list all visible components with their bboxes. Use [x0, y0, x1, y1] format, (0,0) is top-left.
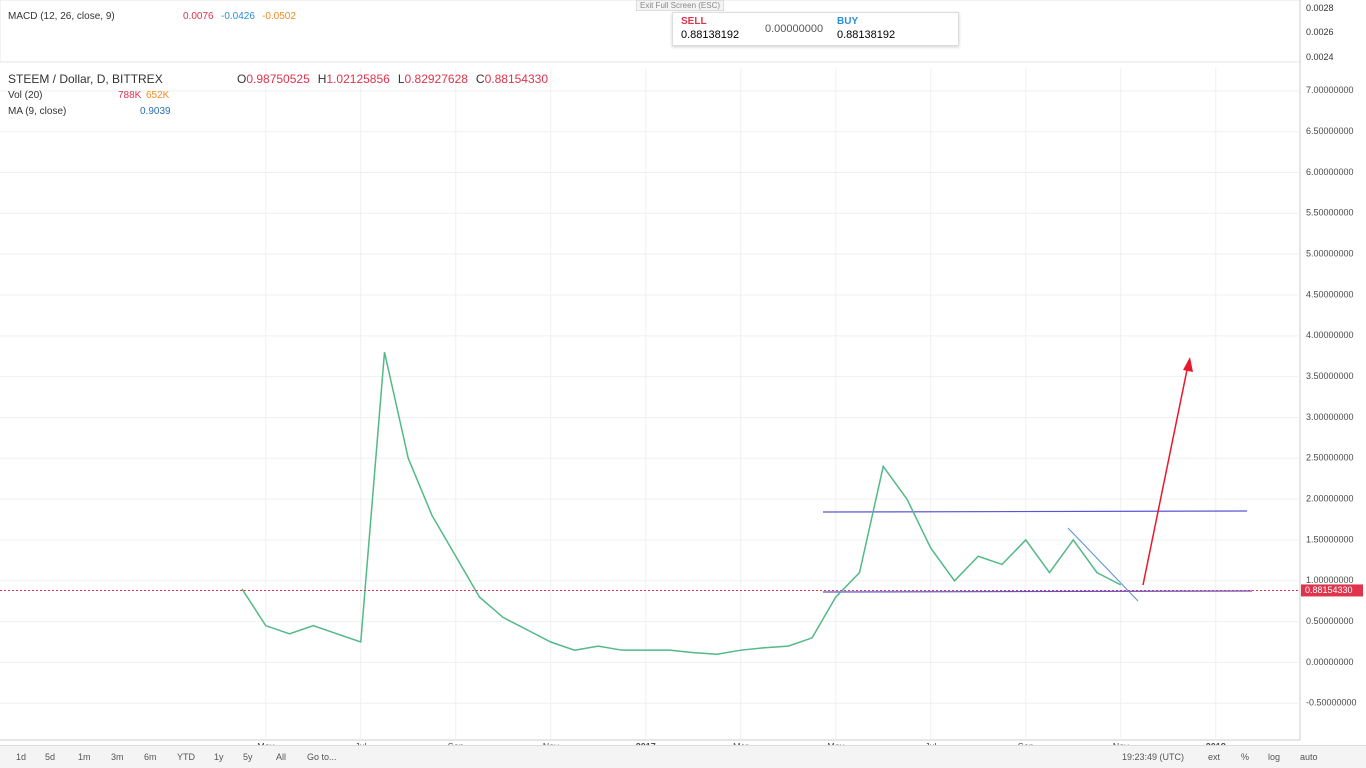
macd-tick: 0.0026	[1306, 27, 1334, 37]
ohlc-label: H	[317, 72, 327, 86]
y-tick-label: 2.00000000	[1306, 494, 1354, 504]
range-button[interactable]: YTD	[177, 752, 195, 762]
price-line	[241, 351, 1122, 656]
forecast-arrow	[1142, 364, 1189, 586]
y-tick-label: 6.50000000	[1306, 126, 1354, 136]
ma-value: 0.9039	[140, 106, 171, 117]
buy-label[interactable]: BUY	[837, 16, 859, 27]
range-button[interactable]: 5y	[243, 752, 253, 762]
y-tick-label: 0.00000000	[1306, 657, 1354, 667]
range-button[interactable]: Go to...	[307, 752, 337, 762]
vol-value: 788K	[118, 90, 142, 101]
y-tick-label: 0.50000000	[1306, 616, 1354, 626]
bottom-toolbar: 1d 5d 1m 3m 6m YTD 1y 5y All Go to... 19:23:49 (UT…	[0, 745, 1366, 768]
y-tick-label: 2.50000000	[1306, 453, 1354, 463]
last-price-label: 0.88154330	[1305, 585, 1353, 595]
exit-fullscreen[interactable]: Exit Full Screen (ESC)	[636, 0, 725, 11]
ohlc-value: 0.98750525	[246, 72, 310, 86]
sell-label[interactable]: SELL	[681, 16, 707, 27]
option-button[interactable]: ext	[1208, 752, 1221, 762]
ohlc-value: 0.82927628	[404, 72, 468, 86]
macd-value: -0.0426	[221, 11, 255, 22]
ohlc-label: O	[237, 72, 247, 86]
y-tick-label: 1.50000000	[1306, 534, 1354, 544]
ohlc-value: 0.88154330	[484, 72, 548, 86]
support-line	[822, 590, 1253, 593]
spread: 0.00000000	[765, 23, 824, 35]
y-tick-label: 1.00000000	[1306, 575, 1354, 585]
option-button[interactable]: auto	[1300, 752, 1318, 762]
y-tick-label: 4.00000000	[1306, 330, 1354, 340]
macd-tick: 0.0024	[1306, 52, 1334, 62]
trade-panel: SELL 0.88138192 0.00000000 BUY 0.8813819…	[672, 12, 959, 46]
resistance-line	[822, 510, 1248, 513]
range-button[interactable]: 6m	[144, 752, 157, 762]
ohlc-label: C	[475, 72, 485, 86]
ohlc-value: 1.02125856	[326, 72, 390, 86]
range-button[interactable]: All	[276, 752, 287, 762]
option-button[interactable]: %	[1241, 752, 1250, 762]
sell-price[interactable]: 0.88138192	[681, 29, 740, 41]
y-tick-label: 3.50000000	[1306, 371, 1354, 381]
arrow-head	[1183, 357, 1193, 372]
trend-line	[1067, 527, 1139, 602]
macd-value: 0.0076	[183, 11, 214, 22]
y-tick-label: 4.50000000	[1306, 289, 1354, 299]
last-price-tag	[1301, 584, 1363, 597]
buy-price[interactable]: 0.88138192	[837, 29, 896, 41]
vol-label: Vol (20)	[8, 90, 43, 101]
ma-label: MA (9, close)	[8, 106, 67, 117]
ohlc: O0.98750525 H1.02125856 L0.82927628 C0.8815…	[237, 72, 548, 86]
range-button[interactable]: 5d	[45, 752, 56, 762]
macd-tick: 0.0028	[1306, 3, 1334, 13]
range-button[interactable]: 1d	[16, 752, 27, 762]
macd-value: -0.0502	[262, 11, 296, 22]
y-tick-label: 5.00000000	[1306, 249, 1354, 259]
y-tick-label: -0.50000000	[1306, 698, 1357, 708]
option-button[interactable]: log	[1268, 752, 1281, 762]
clock: 19:23:49 (UTC)	[1122, 752, 1185, 762]
y-tick-label: 5.50000000	[1306, 208, 1354, 218]
range-button[interactable]: 3m	[111, 752, 124, 762]
range-button[interactable]: 1m	[78, 752, 91, 762]
ohlc-label: L	[397, 72, 405, 86]
macd-label: MACD (12, 26, close, 9)	[8, 11, 115, 22]
symbol[interactable]: STEEM / Dollar, D, BITTREX	[8, 72, 163, 86]
y-tick-label: 6.00000000	[1306, 167, 1354, 177]
y-tick-label: 7.00000000	[1306, 85, 1354, 95]
vol-value: 652K	[146, 90, 170, 101]
range-button[interactable]: 1y	[214, 752, 224, 762]
y-tick-label: 3.00000000	[1306, 412, 1354, 422]
